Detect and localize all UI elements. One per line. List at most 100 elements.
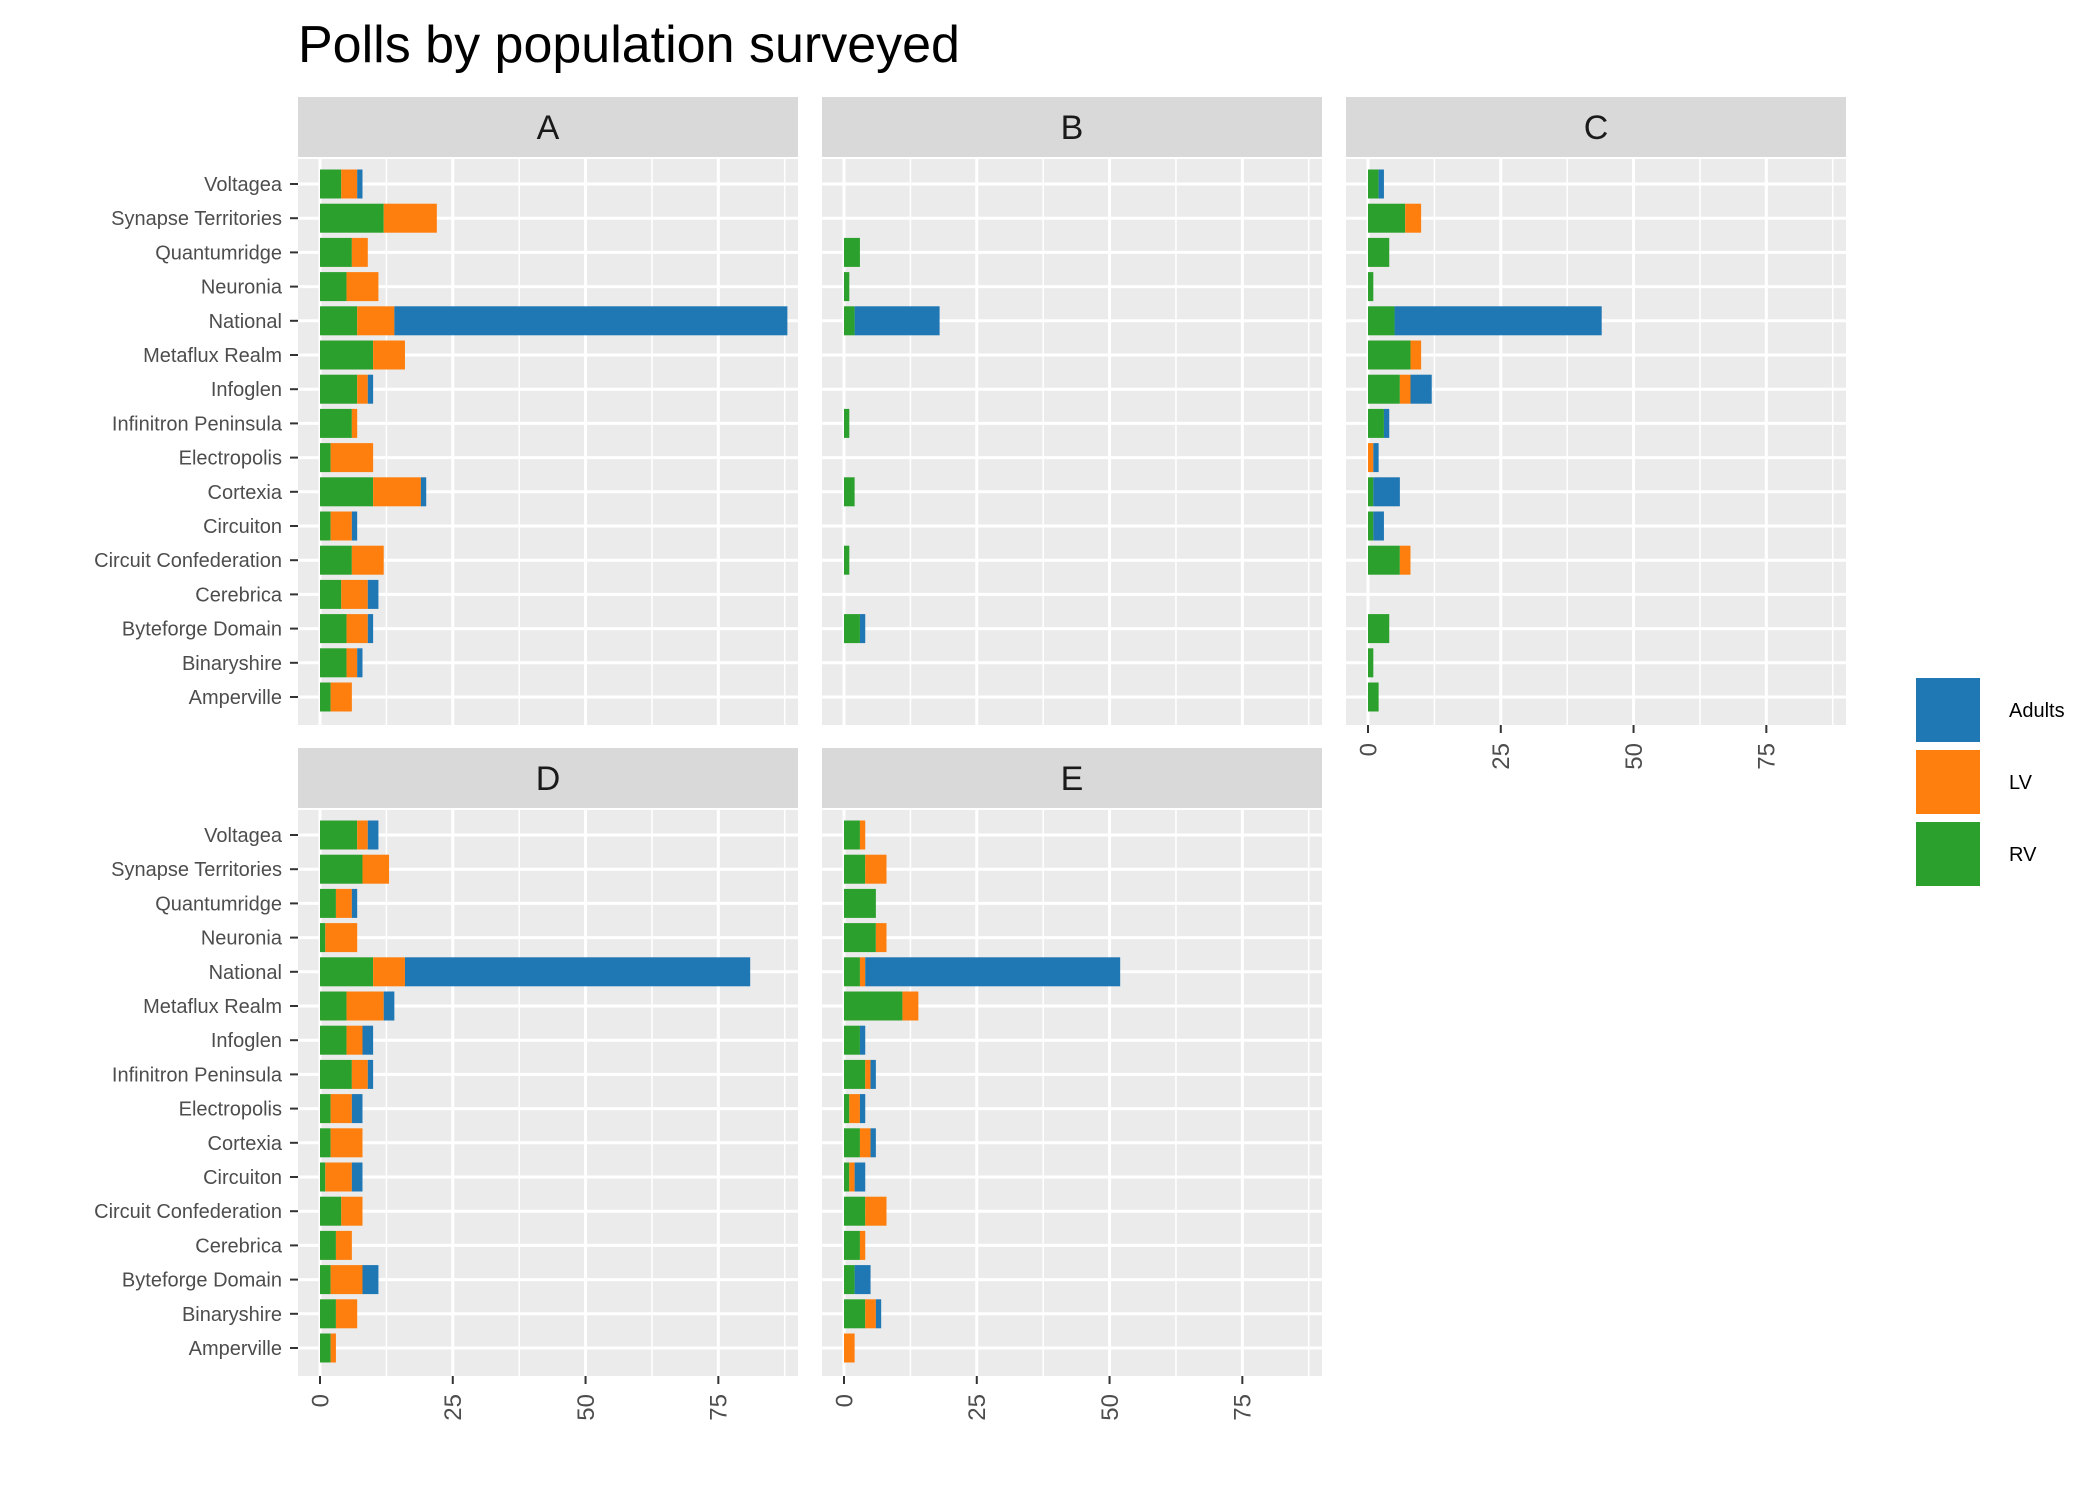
bar-rv-neuronia [844,272,850,302]
y-tick-label: Electropolis [179,448,282,470]
bar-adults-byteforge-domain [362,1265,379,1295]
bar-lv-infoglen [346,1025,363,1055]
bar-rv-national [844,957,860,987]
gridlines [1346,159,1846,725]
legend-key [1914,748,1982,816]
x-tick-label: 75 [706,1394,733,1421]
bar-rv-cortexia [1368,477,1374,507]
bar-rv-voltagea [1368,169,1379,199]
bar-rv-binaryshire [320,1299,336,1329]
bar-adults-national [404,957,751,987]
bar-lv-metaflux-realm [346,991,384,1021]
bar-adults-voltagea [357,169,363,199]
bar-adults-infinitron-peninsula [367,1059,374,1089]
bar-adults-voltagea [367,820,379,850]
bar-adults-metaflux-realm [383,991,395,1021]
bar-rv-electropolis [320,443,331,473]
bar-adults-infoglen [362,1025,374,1055]
bar-rv-cortexia [320,477,374,507]
x-tick-label: 75 [1230,1394,1257,1421]
bar-rv-amperville [320,1333,331,1363]
x-axis: 0 25 50 75 [1355,725,1781,770]
bar-lv-voltagea [341,169,358,199]
bar-lv-voltagea [357,820,368,850]
x-axis: 0 25 50 75 [307,1376,733,1421]
bar-lv-synapse-territories [362,854,390,884]
chart-title: Polls by population surveyed [298,16,960,74]
bar-rv-metaflux-realm [1368,340,1411,370]
legend-item-rv: RV [1914,820,2037,888]
gridlines [822,159,1322,725]
y-tick-label: Metaflux Realm [143,996,282,1018]
bar-adults-electropolis [859,1094,866,1124]
bar-adults-cortexia [870,1128,876,1158]
legend-key [1914,676,1982,744]
bar-rv-cerebrica [320,1230,336,1260]
bar-rv-binaryshire [844,1299,866,1329]
facet-panel-d: D Voltagea Synapse Territories Quantumridge… [94,748,798,1421]
bar-rv-cortexia [320,1128,331,1158]
bar-rv-infoglen [320,1025,347,1055]
bar-rv-synapse-territories [320,203,384,233]
bar-lv-amperville [844,1333,855,1363]
bar-rv-synapse-territories [844,854,866,884]
y-tick-label: Circuit Confederation [94,1201,282,1223]
bar-adults-cerebrica [367,579,379,609]
bar-rv-neuronia [320,272,347,302]
bar-rv-circuit-confederation [320,545,352,575]
bar-lv-amperville [330,1333,336,1363]
bar-lv-electropolis [330,443,374,473]
bar-rv-circuit-confederation [320,1196,342,1226]
bar-adults-national [394,306,788,336]
x-tick-label: 0 [307,1394,334,1407]
bar-adults-cortexia [420,477,427,507]
y-tick-label: Synapse Territories [111,859,282,881]
bar-lv-infinitron-peninsula [351,408,358,438]
bar-rv-national [320,957,374,987]
x-tick-label: 0 [1355,743,1382,756]
facet-strip-label: E [1061,760,1084,798]
bar-lv-circuiton [849,1162,855,1192]
facet-strip [298,97,798,157]
bar-adults-byteforge-domain [367,614,374,644]
y-tick-label: Voltagea [204,825,283,847]
bar-adults-voltagea [1378,169,1384,199]
bar-lv-cortexia [373,477,421,507]
bar-adults-cortexia [1373,477,1400,507]
bar-adults-infinitron-peninsula [1383,408,1390,438]
bar-rv-infoglen [1368,374,1400,404]
bar-lv-cortexia [859,1128,871,1158]
x-axis: 0 25 50 75 [831,1376,1257,1421]
y-tick-label: National [209,962,282,984]
y-tick-label: Infoglen [211,1030,282,1052]
bar-rv-binaryshire [1368,648,1374,678]
bar-rv-infoglen [844,1025,860,1055]
bar-lv-amperville [330,682,352,712]
bar-adults-quantumridge [351,888,358,918]
bar-adults-national [854,306,940,336]
y-tick-label: Cortexia [208,1133,283,1155]
bar-lv-neuronia [346,272,379,302]
bar-rv-voltagea [320,169,342,199]
facet-strip [822,97,1322,157]
bar-rv-neuronia [844,923,876,953]
x-tick-label: 25 [440,1394,467,1421]
bar-lv-binaryshire [346,648,358,678]
bar-lv-metaflux-realm [902,991,919,1021]
x-tick-label: 75 [1754,743,1781,770]
bar-adults-electropolis [1373,443,1379,473]
bar-adults-national [865,957,1121,987]
bar-rv-voltagea [844,820,860,850]
facet-panel-e: E 0 25 50 75 [822,748,1322,1421]
bar-lv-cerebrica [341,579,368,609]
bar-adults-infoglen [859,1025,866,1055]
bars [844,820,1121,1363]
bar-lv-neuronia [325,923,358,953]
y-tick-label: Electropolis [179,1099,282,1121]
bar-rv-national [320,306,358,336]
bar-rv-byteforge-domain [844,1265,855,1295]
panel-background [822,159,1322,725]
bar-adults-infoglen [367,374,374,404]
x-tick-label: 0 [831,1394,858,1407]
bar-lv-metaflux-realm [373,340,405,370]
